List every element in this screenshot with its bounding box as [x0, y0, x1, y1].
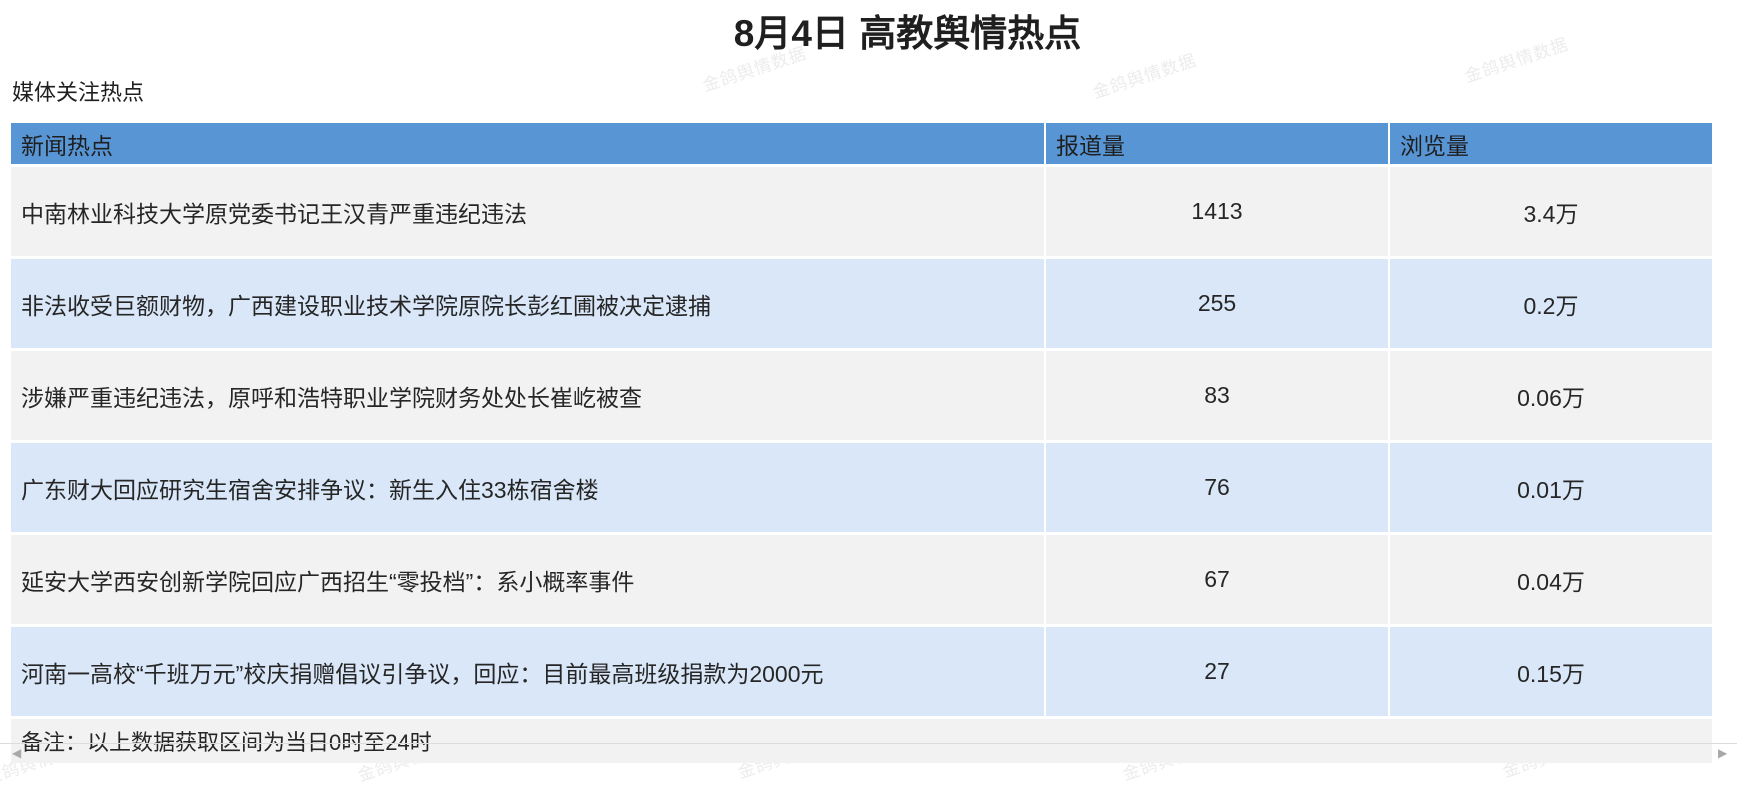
news-topic-cell: 河南一高校“千班万元”校庆捐赠倡议引争议，回应：目前最高班级捐款为2000元: [11, 624, 1044, 716]
scroll-right-arrow-icon[interactable]: ▶: [1718, 746, 1728, 760]
views-cell: 0.04万: [1388, 532, 1712, 624]
reports-cell: 67: [1044, 532, 1388, 624]
news-topic-cell: 非法收受巨额财物，广西建设职业技术学院原院长彭红圃被决定逮捕: [11, 256, 1044, 348]
table-row: 非法收受巨额财物，广西建设职业技术学院原院长彭红圃被决定逮捕 255 0.2万: [11, 256, 1712, 348]
news-topic-cell: 涉嫌严重违纪违法，原呼和浩特职业学院财务处处长崔屹被查: [11, 348, 1044, 440]
views-cell: 3.4万: [1388, 164, 1712, 256]
views-cell: 0.15万: [1388, 624, 1712, 716]
reports-cell: 255: [1044, 256, 1388, 348]
scroll-left-arrow-icon[interactable]: ◀: [12, 746, 22, 760]
col-header-reports: 报道量: [1044, 123, 1388, 164]
media-hotspot-table: 新闻热点 报道量 浏览量 中南林业科技大学原党委书记王汉青严重违纪违法 1413…: [11, 123, 1712, 763]
views-cell: 0.01万: [1388, 440, 1712, 532]
table-footer-row: 备注：以上数据获取区间为当日0时至24时: [11, 716, 1712, 763]
table-row: 河南一高校“千班万元”校庆捐赠倡议引争议，回应：目前最高班级捐款为2000元 2…: [11, 624, 1712, 716]
col-header-topic: 新闻热点: [11, 123, 1044, 164]
table-row: 广东财大回应研究生宿舍安排争议：新生入住33栋宿舍楼 76 0.01万: [11, 440, 1712, 532]
page-title: 8月4日 高教舆情热点: [733, 13, 1082, 54]
views-cell: 0.2万: [1388, 256, 1712, 348]
section-title: 媒体关注热点: [12, 80, 145, 105]
table-row: 延安大学西安创新学院回应广西招生“零投档”：系小概率事件 67 0.04万: [11, 532, 1712, 624]
views-cell: 0.06万: [1388, 348, 1712, 440]
table-note: 备注：以上数据获取区间为当日0时至24时: [11, 716, 1712, 763]
news-topic-cell: 中南林业科技大学原党委书记王汉青严重违纪违法: [11, 164, 1044, 256]
table-header-row: 新闻热点 报道量 浏览量: [11, 123, 1712, 164]
reports-cell: 27: [1044, 624, 1388, 716]
news-topic-cell: 广东财大回应研究生宿舍安排争议：新生入住33栋宿舍楼: [11, 440, 1044, 532]
reports-cell: 76: [1044, 440, 1388, 532]
table-row: 中南林业科技大学原党委书记王汉青严重违纪违法 1413 3.4万: [11, 164, 1712, 256]
reports-cell: 1413: [1044, 164, 1388, 256]
reports-cell: 83: [1044, 348, 1388, 440]
scrollbar-track-divider: [0, 743, 1737, 744]
news-topic-cell: 延安大学西安创新学院回应广西招生“零投档”：系小概率事件: [11, 532, 1044, 624]
col-header-views: 浏览量: [1388, 123, 1712, 164]
table-row: 涉嫌严重违纪违法，原呼和浩特职业学院财务处处长崔屹被查 83 0.06万: [11, 348, 1712, 440]
